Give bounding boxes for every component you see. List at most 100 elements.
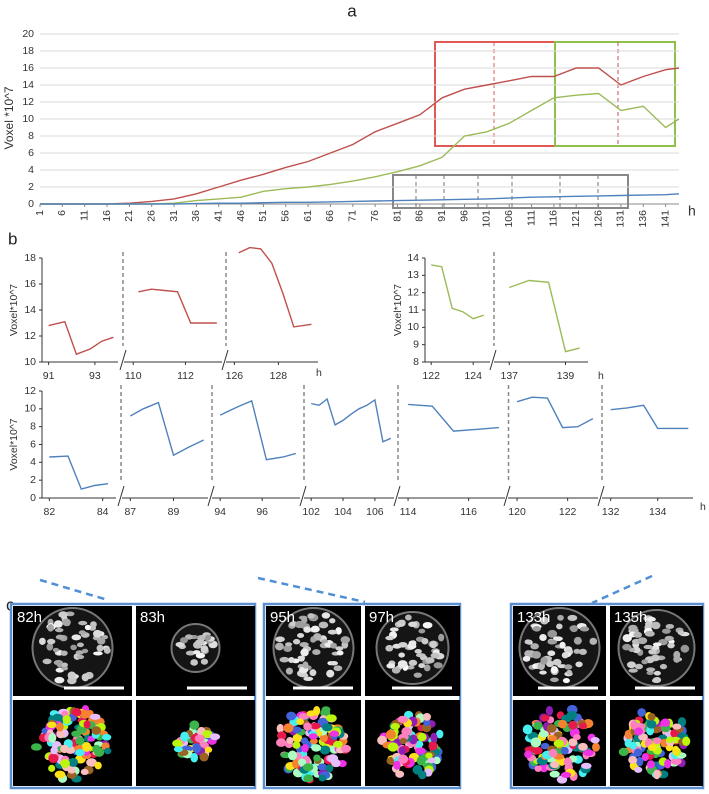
nucleus xyxy=(532,626,541,632)
nucleus xyxy=(96,644,104,652)
x-tick-label: 131 xyxy=(615,210,627,228)
segment-blob xyxy=(425,752,433,759)
segment-blob xyxy=(534,765,542,772)
nucleus xyxy=(633,631,643,638)
nucleus xyxy=(648,649,657,655)
segment-blob xyxy=(321,706,331,714)
nucleus xyxy=(78,620,88,626)
nucleus xyxy=(552,636,563,642)
micrograph: 83h xyxy=(136,606,255,786)
nucleus xyxy=(659,663,668,670)
nucleus xyxy=(302,661,309,669)
nucleus xyxy=(408,659,418,666)
nucleus xyxy=(547,639,558,645)
y-tick-label: 6 xyxy=(28,147,34,159)
segment-blob xyxy=(415,747,426,755)
x-tick-label: 106 xyxy=(503,210,515,228)
nucleus xyxy=(192,650,201,655)
axis-break xyxy=(207,485,215,507)
nucleus xyxy=(275,642,284,651)
nucleus xyxy=(578,648,587,655)
nucleus xyxy=(42,658,52,665)
nucleus xyxy=(429,640,437,649)
segment-blob xyxy=(624,738,632,748)
nucleus xyxy=(329,618,336,624)
nucleus xyxy=(423,664,431,672)
x-tick-label: 41 xyxy=(213,210,225,222)
x-tick-label: 128 xyxy=(270,370,288,382)
micrograph: 133h xyxy=(513,606,606,786)
highlight-boxes xyxy=(392,41,676,209)
micrograph: 95h xyxy=(266,606,361,786)
segment-blob xyxy=(68,757,79,767)
nucleus xyxy=(292,638,301,645)
time-label: 133h xyxy=(517,609,550,626)
y-tick-label: 2 xyxy=(30,474,36,486)
segment-blob xyxy=(395,770,405,778)
time-label: 135h xyxy=(614,609,647,626)
series-line xyxy=(408,403,499,432)
nucleus xyxy=(200,658,209,665)
segment-blob xyxy=(422,713,431,721)
x-tick-label: 46 xyxy=(235,210,247,222)
x-tick-label: 86 xyxy=(414,210,426,222)
segment-blob xyxy=(192,743,202,754)
nucleus xyxy=(552,658,562,666)
nucleus xyxy=(310,625,320,633)
series-line xyxy=(138,288,217,324)
nucleus xyxy=(539,670,547,675)
segment-blob xyxy=(548,735,557,742)
nucleus xyxy=(391,666,401,674)
segment-blob xyxy=(397,715,408,724)
series-line xyxy=(509,279,580,353)
segment-blob xyxy=(319,745,331,755)
segment-blob xyxy=(172,739,183,748)
segment-blob xyxy=(292,726,302,734)
segment-blob xyxy=(634,766,643,773)
nucleus xyxy=(632,646,641,654)
segment-blob xyxy=(538,730,549,738)
x-tick-label: 121 xyxy=(570,210,582,228)
nucleus xyxy=(175,641,185,648)
segment-blob xyxy=(60,759,70,768)
x-tick-label: 116 xyxy=(548,210,560,227)
nucleus xyxy=(418,628,426,634)
time-label: 82h xyxy=(17,609,42,626)
nucleus xyxy=(522,655,531,662)
x-tick-label: 136 xyxy=(637,210,649,228)
nucleus xyxy=(646,667,656,672)
segment-blob xyxy=(546,724,557,733)
segment-blob xyxy=(390,722,400,730)
nucleus xyxy=(336,650,344,656)
nucleus xyxy=(547,650,556,657)
segment-blob xyxy=(190,752,199,763)
segment-blob xyxy=(56,729,65,739)
axis-break xyxy=(393,485,401,507)
segment-blob xyxy=(325,764,334,773)
series-line xyxy=(311,397,392,443)
nucleus xyxy=(414,649,422,654)
nucleus xyxy=(531,651,541,659)
segment-blob xyxy=(385,729,396,740)
nucleus xyxy=(646,616,656,622)
nucleus xyxy=(680,644,690,653)
nucleus xyxy=(67,671,76,680)
segment-blob xyxy=(652,737,662,745)
segment-blob xyxy=(311,744,322,752)
nucleus xyxy=(67,677,77,685)
nucleus xyxy=(60,650,68,656)
nucleus xyxy=(569,625,578,632)
nucleus xyxy=(566,669,573,676)
segment-blob xyxy=(637,708,646,717)
nucleus xyxy=(385,644,394,652)
series-line xyxy=(219,399,296,461)
segment-blob xyxy=(94,761,102,770)
x-tick-label: 84 xyxy=(97,506,109,518)
nucleus xyxy=(561,652,569,659)
nucleus xyxy=(47,638,56,645)
segment-blob xyxy=(578,742,588,751)
x-tick-label: 87 xyxy=(124,506,136,518)
nucleus xyxy=(418,663,426,669)
green-box xyxy=(554,41,676,147)
nucleus xyxy=(622,643,632,651)
